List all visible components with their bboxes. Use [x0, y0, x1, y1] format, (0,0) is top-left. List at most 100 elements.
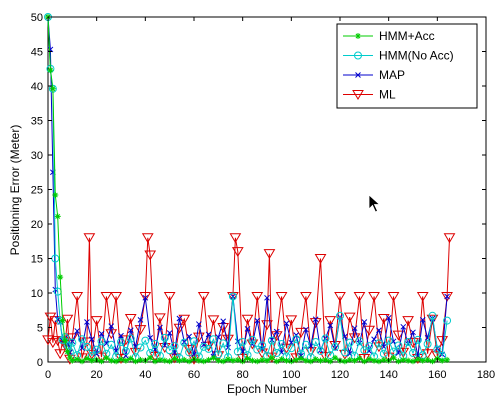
data-point	[361, 358, 368, 365]
data-point	[149, 351, 161, 362]
data-point	[229, 357, 236, 364]
data-point	[100, 291, 113, 302]
data-point	[443, 233, 456, 244]
data-point	[127, 327, 134, 334]
data-point	[78, 335, 87, 344]
data-point	[395, 358, 402, 365]
data-point	[272, 349, 281, 358]
series-layer	[42, 13, 456, 365]
data-point	[409, 349, 417, 358]
legend-item: ML	[343, 88, 396, 102]
data-point	[134, 325, 147, 336]
data-point	[141, 233, 154, 244]
data-point	[59, 317, 66, 324]
x-tick-label: 120	[331, 369, 349, 381]
data-point	[209, 335, 218, 344]
data-point	[74, 328, 81, 334]
data-point	[428, 311, 437, 320]
x-tick-label: 160	[428, 369, 446, 381]
data-point	[139, 291, 152, 302]
data-point	[283, 320, 290, 327]
data-point	[254, 358, 261, 365]
data-point	[205, 356, 212, 363]
data-point	[312, 356, 319, 363]
data-point	[79, 358, 86, 365]
x-tick-label: 80	[237, 369, 249, 381]
data-point	[54, 349, 67, 360]
data-point	[90, 316, 103, 327]
data-point	[345, 338, 354, 347]
data-point	[151, 340, 160, 349]
data-point	[404, 337, 413, 346]
data-point	[429, 358, 436, 365]
data-point	[340, 348, 349, 357]
x-tick-label: 0	[45, 369, 51, 381]
data-point	[273, 358, 280, 365]
data-point	[251, 291, 264, 302]
data-point	[117, 337, 125, 346]
data-point	[229, 233, 242, 244]
data-point	[200, 341, 207, 348]
data-point	[231, 247, 244, 258]
data-point	[69, 357, 76, 364]
data-point	[110, 291, 123, 302]
data-point	[176, 357, 183, 364]
data-point	[85, 349, 98, 360]
data-point	[363, 325, 376, 336]
data-point	[113, 358, 120, 365]
data-point	[210, 354, 217, 361]
data-point	[258, 341, 267, 350]
data-point	[98, 330, 105, 337]
data-point	[156, 356, 163, 363]
data-point	[327, 322, 334, 329]
data-point	[322, 356, 329, 363]
data-point	[441, 291, 453, 302]
data-point	[431, 351, 444, 362]
data-point	[166, 330, 173, 336]
data-point	[97, 337, 106, 346]
data-point	[161, 357, 168, 364]
data-point	[394, 341, 403, 350]
data-point	[317, 357, 324, 364]
data-point	[157, 324, 163, 331]
data-point	[293, 356, 300, 363]
data-point	[141, 336, 150, 345]
data-point	[42, 335, 54, 346]
data-point	[186, 358, 193, 365]
data-point	[312, 316, 319, 323]
legend-item: HMM(No Acc)	[343, 49, 454, 63]
data-point	[103, 354, 110, 361]
data-point	[365, 342, 374, 351]
data-point	[220, 318, 227, 325]
data-point	[108, 323, 115, 329]
legend-label: ML	[379, 88, 396, 102]
data-point	[84, 319, 90, 325]
mouse-pointer-icon	[368, 194, 381, 213]
data-point	[171, 355, 178, 362]
data-point	[303, 326, 309, 333]
y-tick-label: 20	[31, 219, 43, 231]
data-point	[384, 336, 393, 345]
data-point	[66, 333, 79, 344]
x-tick-label: 40	[139, 369, 151, 381]
data-point	[283, 357, 290, 364]
data-point	[92, 345, 101, 354]
data-point	[137, 317, 144, 323]
y-tick-label: 40	[31, 81, 43, 93]
data-point	[46, 338, 59, 349]
data-point	[280, 343, 293, 354]
data-point	[121, 346, 130, 355]
axes-layer: 0 20 40 60 80 100 120 140 160 180 0 5 10 15 20 25 30 35 40…	[31, 12, 495, 381]
data-point	[83, 233, 96, 244]
data-point	[371, 357, 378, 364]
data-point	[249, 357, 256, 364]
data-point	[268, 354, 275, 361]
data-point	[400, 356, 407, 363]
data-point	[397, 347, 410, 358]
data-point	[300, 291, 312, 302]
data-point	[127, 355, 134, 362]
data-point	[163, 291, 176, 302]
data-point	[331, 342, 340, 351]
data-point	[341, 358, 348, 365]
